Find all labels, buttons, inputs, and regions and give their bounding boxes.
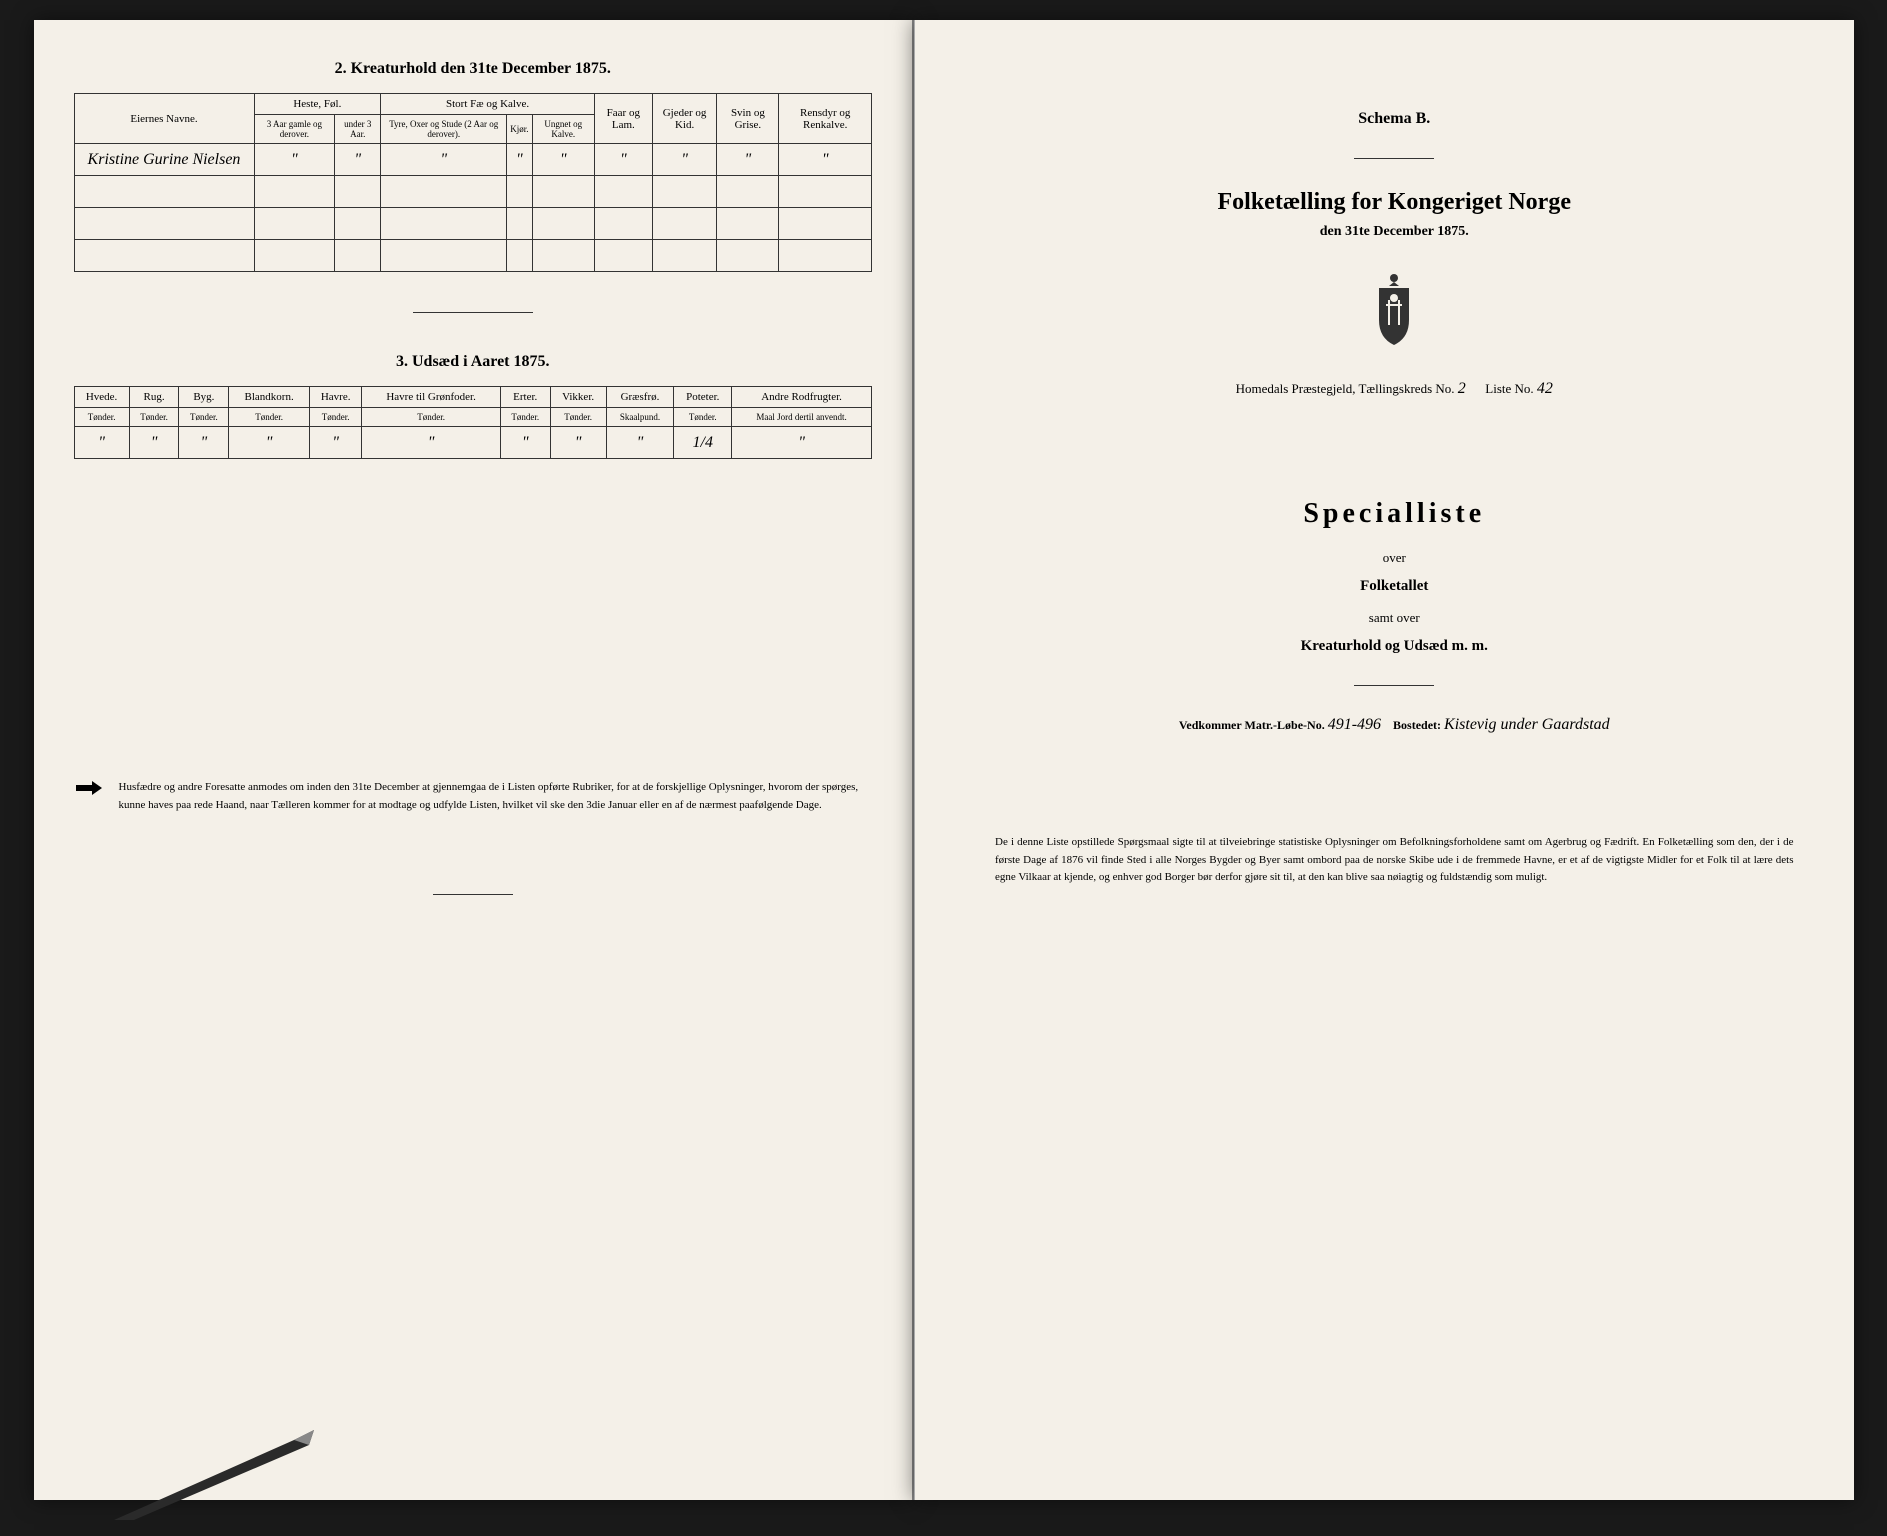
title-block: Schema B. Folketælling for Kongeriget No… (995, 110, 1794, 734)
livestock-table: Eiernes Navne. Heste, Føl. Stort Fæ og K… (74, 93, 873, 272)
kreaturhold-label: Kreaturhold og Udsæd m. m. (995, 638, 1794, 655)
th-sub: Maal Jord dertil anvendt. (732, 408, 872, 427)
th-stort-2: Kjør. (507, 115, 532, 144)
cell: " (229, 427, 310, 459)
table-row: " " " " " " " " " 1/4 " (74, 427, 872, 459)
pen-artifact (114, 1420, 314, 1520)
th: Havre. (309, 387, 362, 408)
divider (433, 894, 513, 895)
section2-title: 2. Kreaturhold den 31te December 1875. (74, 60, 873, 78)
matr-line: Vedkommer Matr.-Løbe-No. 491-496 Bostede… (995, 716, 1794, 734)
th: Andre Rodfrugter. (732, 387, 872, 408)
liste-no: 42 (1537, 380, 1553, 397)
instructions-text: Husfædre og andre Foresatte anmodes om i… (119, 779, 873, 814)
matr-no: 491-496 (1328, 716, 1381, 733)
th-gjeder: Gjeder og Kid. (652, 94, 717, 144)
cell: " (594, 144, 652, 176)
owner-name: Kristine Gurine Nielsen (74, 144, 254, 176)
cell: " (779, 144, 872, 176)
cell: 1/4 (674, 427, 732, 459)
th-sub: Tønder. (229, 408, 310, 427)
th: Græsfrø. (606, 387, 674, 408)
th-svin: Svin og Grise. (717, 94, 779, 144)
th-sub: Skaalpund. (606, 408, 674, 427)
cell: " (74, 427, 129, 459)
matr-label: Vedkommer Matr.-Løbe-No. (1179, 718, 1325, 732)
left-page: 2. Kreaturhold den 31te December 1875. E… (34, 20, 915, 1500)
cell: " (129, 427, 179, 459)
folketallet-label: Folketallet (995, 578, 1794, 595)
th-sub: Tønder. (179, 408, 229, 427)
cell: " (254, 144, 335, 176)
cell: " (362, 427, 500, 459)
th-sub: Tønder. (362, 408, 500, 427)
th-rensdyr: Rensdyr og Renkalve. (779, 94, 872, 144)
th: Byg. (179, 387, 229, 408)
divider (1354, 158, 1434, 159)
cell: " (507, 144, 532, 176)
instructions-right: De i denne Liste opstillede Spørgsmaal s… (995, 834, 1794, 887)
cell: " (606, 427, 674, 459)
over-label: over (995, 550, 1794, 566)
cell: " (335, 144, 381, 176)
pointing-hand-icon (74, 779, 104, 797)
parish-no: 2 (1458, 380, 1466, 397)
th-heste-2: under 3 Aar. (335, 115, 381, 144)
parish-label: Homedals Præstegjeld, Tællingskreds No. (1236, 381, 1455, 396)
cell: " (717, 144, 779, 176)
th-faar: Faar og Lam. (594, 94, 652, 144)
table-row (74, 208, 872, 240)
th: Havre til Grønfoder. (362, 387, 500, 408)
bosted-label: Bostedet: (1393, 718, 1441, 732)
cell: " (500, 427, 550, 459)
th-heste: Heste, Føl. (254, 94, 381, 115)
th: Rug. (129, 387, 179, 408)
th: Erter. (500, 387, 550, 408)
cell: " (309, 427, 362, 459)
th-stort-1: Tyre, Oxer og Stude (2 Aar og derover). (381, 115, 507, 144)
th-stort-3: Ungnet og Kalve. (532, 115, 594, 144)
divider (413, 312, 533, 313)
cell: " (732, 427, 872, 459)
document-spread: 2. Kreaturhold den 31te December 1875. E… (34, 20, 1854, 1500)
th-sub: Tønder. (309, 408, 362, 427)
seed-table: Hvede. Rug. Byg. Blandkorn. Havre. Havre… (74, 386, 873, 459)
coat-of-arms-icon (1364, 270, 1424, 350)
cell: " (179, 427, 229, 459)
th: Poteter. (674, 387, 732, 408)
th-heste-1: 3 Aar gamle og derover. (254, 115, 335, 144)
right-page: Schema B. Folketælling for Kongeriget No… (914, 20, 1854, 1500)
table-row (74, 240, 872, 272)
th-sub: Tønder. (550, 408, 606, 427)
th-sub: Tønder. (129, 408, 179, 427)
instructions-left: Husfædre og andre Foresatte anmodes om i… (74, 779, 873, 814)
th-sub: Tønder. (674, 408, 732, 427)
liste-label: Liste No. (1485, 381, 1533, 396)
section3-title: 3. Udsæd i Aaret 1875. (74, 353, 873, 371)
main-title: Folketælling for Kongeriget Norge (995, 189, 1794, 216)
cell: " (550, 427, 606, 459)
specialliste-title: Specialliste (995, 498, 1794, 530)
table-row (74, 176, 872, 208)
schema-label: Schema B. (995, 110, 1794, 128)
th-sub: Tønder. (74, 408, 129, 427)
bosted-value: Kistevig under Gaardstad (1444, 716, 1610, 733)
divider (1354, 685, 1434, 686)
cell: " (381, 144, 507, 176)
table-row: Kristine Gurine Nielsen " " " " " " " " … (74, 144, 872, 176)
th-stort: Stort Fæ og Kalve. (381, 94, 595, 115)
th: Vikker. (550, 387, 606, 408)
sub-title: den 31te December 1875. (995, 224, 1794, 240)
th: Blandkorn. (229, 387, 310, 408)
th-sub: Tønder. (500, 408, 550, 427)
parish-line: Homedals Præstegjeld, Tællingskreds No. … (995, 380, 1794, 398)
cell: " (532, 144, 594, 176)
cell: " (652, 144, 717, 176)
samt-over-label: samt over (995, 610, 1794, 626)
th-name: Eiernes Navne. (74, 94, 254, 144)
th: Hvede. (74, 387, 129, 408)
